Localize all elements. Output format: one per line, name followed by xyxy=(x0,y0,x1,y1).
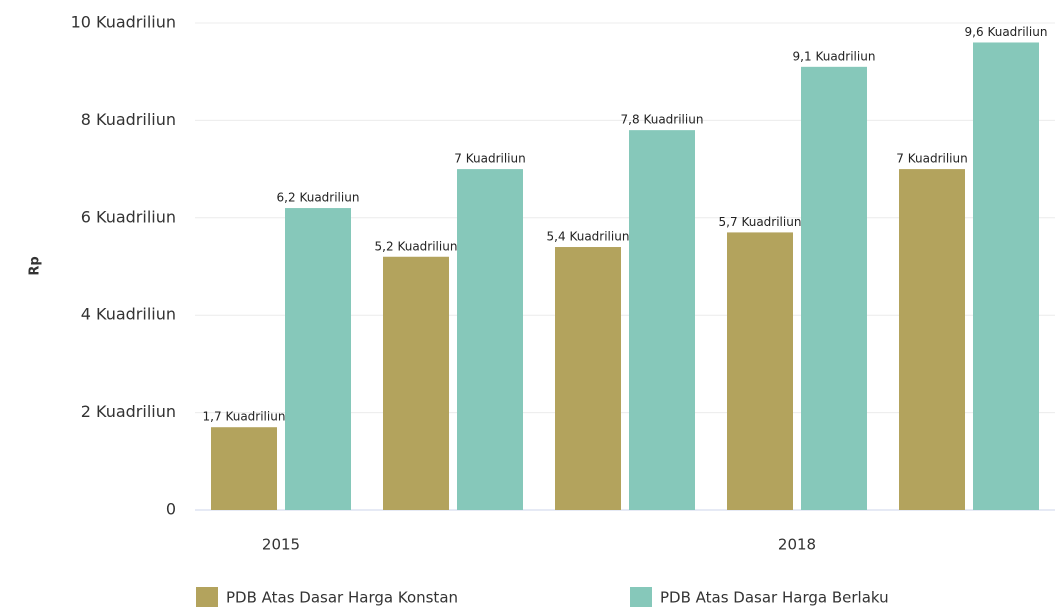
y-tick-label: 4 Kuadriliun xyxy=(81,305,176,324)
y-tick-label: 8 Kuadriliun xyxy=(81,110,176,129)
value-label: 7 Kuadriliun xyxy=(896,152,967,166)
legend-label: PDB Atas Dasar Harga Berlaku xyxy=(660,589,889,607)
y-tick-label: 6 Kuadriliun xyxy=(81,207,176,226)
bar xyxy=(801,66,867,510)
value-label: 9,6 Kuadriliun xyxy=(965,25,1048,39)
y-tick-label: 2 Kuadriliun xyxy=(81,402,176,421)
bar xyxy=(899,169,965,510)
value-label: 7 Kuadriliun xyxy=(454,152,525,166)
legend-swatch xyxy=(196,587,218,607)
value-label: 5,2 Kuadriliun xyxy=(375,239,458,253)
legend-swatch xyxy=(630,587,652,607)
value-label: 6,2 Kuadriliun xyxy=(277,191,360,205)
x-tick-label: 2018 xyxy=(778,536,816,554)
y-axis-label: Rp xyxy=(28,256,43,275)
bar xyxy=(383,256,449,510)
bar xyxy=(285,208,351,510)
bar xyxy=(457,169,523,510)
value-label: 1,7 Kuadriliun xyxy=(203,410,286,424)
bar xyxy=(727,232,793,510)
bar xyxy=(555,247,621,510)
value-label: 9,1 Kuadriliun xyxy=(793,49,876,63)
bar xyxy=(211,427,277,510)
value-label: 5,4 Kuadriliun xyxy=(547,230,630,244)
bar xyxy=(629,130,695,510)
legend-label: PDB Atas Dasar Harga Konstan xyxy=(226,589,458,607)
value-label: 7,8 Kuadriliun xyxy=(621,113,704,127)
bar xyxy=(973,42,1039,510)
value-label: 5,7 Kuadriliun xyxy=(719,215,802,229)
y-tick-label: 0 xyxy=(166,500,176,519)
x-tick-label: 2015 xyxy=(262,536,300,554)
y-tick-label: 10 Kuadriliun xyxy=(71,13,176,32)
